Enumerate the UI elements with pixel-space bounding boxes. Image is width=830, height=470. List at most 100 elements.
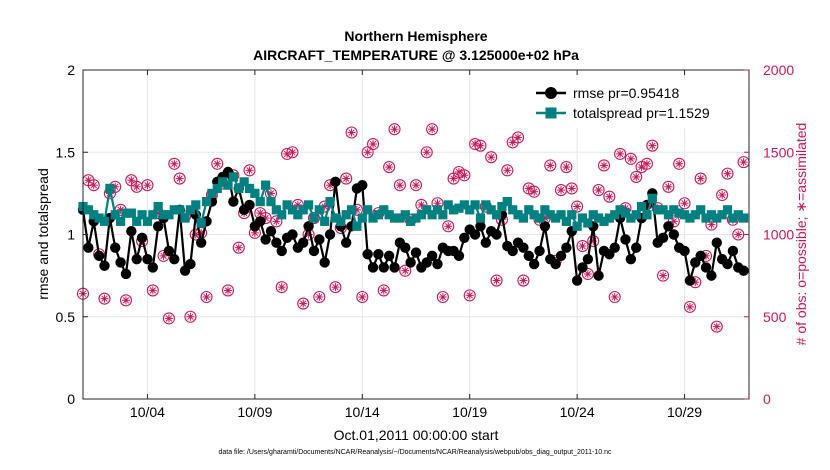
rmse-point xyxy=(324,229,336,240)
obs-count-point xyxy=(560,161,573,174)
totalspread-point xyxy=(175,205,185,215)
obs-possible-circle xyxy=(630,170,643,183)
obs-possible-circle xyxy=(146,284,159,297)
obs-count-point xyxy=(683,300,696,313)
totalspread-point xyxy=(282,200,292,210)
obs-assimilated-asterisk xyxy=(627,155,635,163)
totalspread-point xyxy=(626,213,636,223)
totalspread-point xyxy=(513,210,523,220)
obs-assimilated-asterisk xyxy=(203,293,210,301)
obs-count-point xyxy=(168,157,181,170)
totalspread-point xyxy=(330,213,341,223)
obs-count-point xyxy=(340,172,353,185)
obs-assimilated-asterisk xyxy=(504,167,511,174)
obs-assimilated-asterisk xyxy=(557,186,565,194)
obs-assimilated-asterisk xyxy=(584,270,592,278)
totalspread-point xyxy=(379,205,389,215)
totalspread-point xyxy=(309,213,319,223)
obs-possible-circle xyxy=(184,310,197,323)
obs-possible-circle xyxy=(565,182,578,195)
obs-possible-circle xyxy=(119,294,133,307)
obs-possible-circle xyxy=(683,300,696,313)
totalspread-point xyxy=(733,210,743,220)
y-tick-label: 0 xyxy=(67,391,75,407)
rmse-point xyxy=(577,262,588,273)
totalspread-point xyxy=(148,210,158,220)
obs-assimilated-asterisk xyxy=(606,193,613,200)
legend-totalspread-marker xyxy=(545,107,557,119)
totalspread-point xyxy=(604,213,614,223)
totalspread-point xyxy=(325,197,335,207)
obs-assimilated-asterisk xyxy=(633,173,640,181)
totalspread-point xyxy=(594,213,604,223)
obs-assimilated-asterisk xyxy=(697,175,704,182)
obs-possible-circle xyxy=(162,312,175,325)
obs-possible-circle xyxy=(329,281,342,294)
rmse-point xyxy=(120,268,132,280)
rmse-point xyxy=(287,229,298,240)
rmse-point xyxy=(142,253,153,265)
obs-assimilated-asterisk xyxy=(428,126,436,133)
obs-assimilated-asterisk xyxy=(101,295,108,302)
obs-assimilated-asterisk xyxy=(563,163,570,171)
obs-count-point xyxy=(662,180,675,193)
rmse-point xyxy=(373,249,384,260)
obs-assimilated-asterisk xyxy=(649,142,656,149)
y-tick-label: 1.5 xyxy=(56,144,76,160)
totalspread-point xyxy=(518,213,529,223)
rmse-point xyxy=(657,232,669,243)
totalspread-point xyxy=(427,210,437,220)
obs-count-point xyxy=(657,269,670,282)
rmse-point xyxy=(668,229,680,240)
rmse-point xyxy=(83,242,94,253)
obs-assimilated-asterisk xyxy=(439,293,447,301)
obs-count-point xyxy=(565,182,578,195)
obs-assimilated-asterisk xyxy=(128,177,135,184)
totalspread-point xyxy=(706,210,717,220)
obs-count-point xyxy=(614,147,627,160)
obs-assimilated-asterisk xyxy=(681,200,688,207)
obs-assimilated-asterisk xyxy=(235,244,242,251)
y2-tick-label: 1000 xyxy=(763,227,794,243)
totalspread-point xyxy=(653,205,663,215)
totalspread-point xyxy=(540,205,550,215)
obs-assimilated-asterisk xyxy=(493,277,500,284)
obs-possible-circle xyxy=(592,184,605,197)
rmse-point xyxy=(228,196,239,207)
totalspread-point xyxy=(132,216,142,226)
y-tick-label: 0.5 xyxy=(56,309,76,325)
obs-possible-circle xyxy=(393,179,406,192)
obs-possible-circle xyxy=(614,147,627,160)
obs-count-point xyxy=(737,156,750,169)
totalspread-point xyxy=(169,205,179,215)
rmse-point xyxy=(555,250,567,262)
obs-assimilated-asterisk xyxy=(171,160,178,167)
obs-possible-circle xyxy=(673,157,686,170)
totalspread-point xyxy=(287,205,298,215)
y2-tick-label: 500 xyxy=(763,309,787,325)
totalspread-point xyxy=(722,205,733,215)
obs-possible-circle xyxy=(511,131,525,144)
obs-possible-circle xyxy=(657,269,670,282)
y-tick-label: 1 xyxy=(67,227,75,243)
obs-possible-circle xyxy=(270,215,283,228)
obs-possible-circle xyxy=(544,159,557,172)
obs-possible-circle xyxy=(716,188,729,202)
rmse-point xyxy=(507,245,518,257)
obs-count-point xyxy=(275,281,288,294)
obs-count-point xyxy=(694,172,707,185)
rmse-point xyxy=(308,245,320,257)
rmse-point xyxy=(684,275,696,286)
totalspread-point xyxy=(223,180,233,190)
totalspread-point xyxy=(228,172,238,182)
obs-possible-circle xyxy=(168,157,181,170)
rmse-point xyxy=(571,275,583,286)
obs-assimilated-asterisk xyxy=(525,185,532,192)
y2-tick-label: 0 xyxy=(763,391,771,407)
totalspread-point xyxy=(352,221,362,231)
totalspread-point xyxy=(524,205,534,215)
obs-assimilated-asterisk xyxy=(176,175,183,182)
rmse-point xyxy=(459,232,470,243)
totalspread-point xyxy=(690,210,700,220)
